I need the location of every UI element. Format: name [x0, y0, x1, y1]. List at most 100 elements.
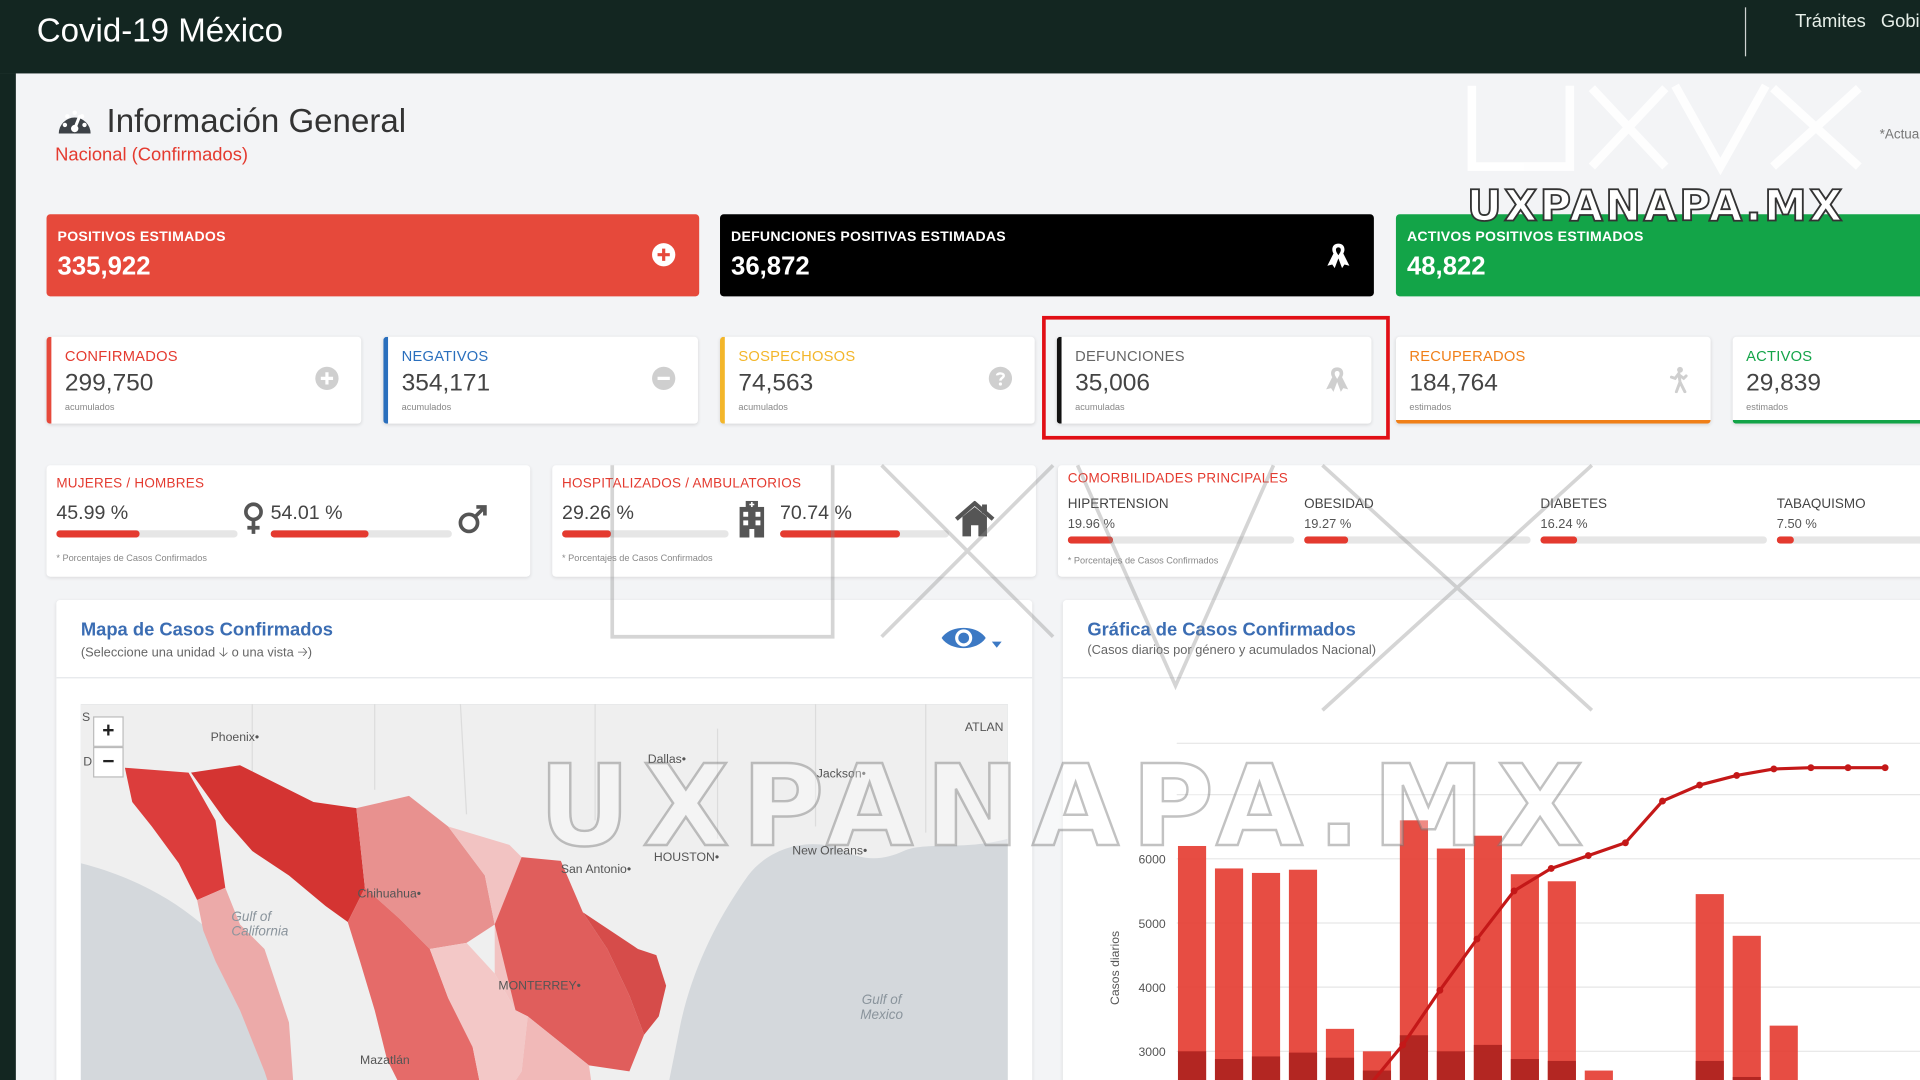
- women-bar-fill: [56, 530, 140, 538]
- card-sublabel: estimados: [1409, 401, 1452, 413]
- map-label-new-orleans: New Orleans•: [792, 844, 868, 859]
- men-bar: [270, 530, 452, 538]
- navbar-divider: [1744, 7, 1747, 57]
- chart-panel-divider: [1062, 677, 1920, 679]
- comorbidity-bar: [1540, 536, 1767, 544]
- card-label: NEGATIVOS: [401, 347, 489, 365]
- map-label-edge-d: D: [83, 755, 93, 769]
- card-defunciones[interactable]: DEFUNCIONES 35,006 acumuladas: [1056, 336, 1372, 424]
- choropleth-map[interactable]: Phoenix• Dallas• Jackson• HOUSTON• New O…: [80, 704, 1008, 1080]
- comorbidity-percent: 16.24 %: [1540, 516, 1588, 532]
- main-content: Información General Nacional (Confirmado…: [15, 73, 1920, 1080]
- ambulatory-bar: [780, 530, 949, 538]
- map-label-dallas: Dallas•: [647, 753, 687, 767]
- card-sublabel: acumulados: [64, 401, 115, 413]
- comorbidity-bar-fill: [1540, 536, 1578, 544]
- nav-link-gobierno[interactable]: Gobierno: [1880, 11, 1920, 32]
- card-positivos-estimados[interactable]: POSITIVOS ESTIMADOS 335,922: [46, 214, 700, 297]
- chart-bar-segment: [1177, 1051, 1207, 1080]
- card-value: 74,563: [738, 369, 814, 397]
- comorbidity-percent: 19.27 %: [1304, 516, 1352, 532]
- women-bar: [56, 530, 238, 538]
- card-recuperados[interactable]: RECUPERADOS 184,764 estimados: [1395, 336, 1711, 424]
- map-label-jackson: Jackson•: [816, 767, 866, 782]
- chart-bar: [1177, 845, 1207, 1080]
- y-tick-label: 5000: [1139, 917, 1166, 931]
- cases-chart[interactable]: 3000 4000 5000 6000 Casos diarios: [1063, 600, 1920, 1080]
- highlight-annotation-box: [1042, 315, 1390, 440]
- walking-person-icon: [1669, 366, 1688, 394]
- hospital-panel: HOSPITALIZADOS / AMBULATORIOS 29.26 % 70…: [552, 465, 1036, 577]
- chart-bar: [1547, 881, 1576, 1080]
- nav-link-tramites[interactable]: Trámites: [1795, 11, 1866, 32]
- view-eye-dropdown-icon[interactable]: [940, 622, 1004, 654]
- chart-bar-segment: [1214, 1059, 1244, 1080]
- chart-bar: [1214, 868, 1244, 1080]
- comorbidity-name: TABAQUISMO: [1776, 497, 1866, 512]
- chart-bar-segment: [1695, 1060, 1724, 1080]
- chart-bar: [1732, 935, 1761, 1080]
- chart-panel-title: Gráfica de Casos Confirmados: [1087, 619, 1356, 641]
- map-label-phoenix: Phoenix•: [210, 731, 260, 745]
- gender-panel: MUJERES / HOMBRES 45.99 % 54.01 % * Porc…: [46, 465, 531, 577]
- comorbidity-bar-fill: [1304, 536, 1348, 544]
- card-negativos[interactable]: NEGATIVOS 354,171 acumulados: [383, 336, 698, 424]
- chart-bar-segment: [1288, 1052, 1318, 1080]
- card-activos-positivos-estimados[interactable]: ACTIVOS POSITIVOS ESTIMADOS 48,822: [1395, 214, 1920, 297]
- men-bar-fill: [270, 530, 369, 538]
- card-value: 354,171: [401, 369, 491, 397]
- map-zoom-out-button[interactable]: −: [93, 746, 124, 778]
- chart-bar: [1769, 1025, 1798, 1080]
- chart-panel-subtitle: (Casos diarios por género y acumulados N…: [1087, 642, 1377, 658]
- card-value: 36,872: [731, 252, 810, 281]
- card-value: 48,822: [1406, 252, 1486, 281]
- male-symbol-icon: [458, 505, 487, 534]
- map-panel-subtitle: (Seleccione una unidad 🡣 o una vista 🡢): [80, 645, 313, 661]
- card-label: DEFUNCIONES: [1075, 347, 1185, 365]
- chart-bar: [1473, 835, 1502, 1080]
- plus-circle-icon: [315, 366, 339, 391]
- card-value: 29,839: [1746, 369, 1822, 397]
- card-label: ACTIVOS: [1746, 347, 1813, 365]
- card-sublabel: acumulados: [401, 401, 452, 413]
- app-title[interactable]: Covid-19 México: [36, 12, 283, 49]
- card-label: POSITIVOS ESTIMADOS: [57, 230, 226, 245]
- map-label-edge-s: S: [82, 711, 91, 725]
- comorbidity-name: OBESIDAD: [1304, 497, 1374, 512]
- question-circle-icon: [988, 366, 1013, 391]
- chart-bar-segment: [1473, 1044, 1502, 1080]
- cumulative-point: [1807, 764, 1815, 772]
- card-defunciones-positivas-estimadas[interactable]: DEFUNCIONES POSITIVAS ESTIMADAS 36,872: [720, 214, 1374, 297]
- map-label-san-antonio: San Antonio•: [560, 863, 632, 877]
- cumulative-point: [1584, 852, 1592, 860]
- comorbidity-bar: [1304, 536, 1531, 544]
- card-confirmados[interactable]: CONFIRMADOS 299,750 acumulados: [46, 336, 362, 424]
- map-basemap: [80, 704, 1008, 1080]
- map-zoom-in-button[interactable]: +: [93, 716, 124, 747]
- card-label: RECUPERADOS: [1409, 347, 1526, 365]
- card-activos[interactable]: ACTIVOS 29,839 estimados: [1732, 336, 1920, 424]
- women-percent: 45.99 %: [56, 503, 129, 525]
- plus-circle-icon: [652, 243, 676, 267]
- top-navbar: Covid-19 México Trámites Gobierno: [0, 0, 1920, 74]
- house-icon: [954, 500, 995, 537]
- dashboard-gauge-icon: [58, 110, 91, 134]
- cumulative-point: [1844, 764, 1852, 772]
- map-label-houston: HOUSTON•: [653, 851, 720, 865]
- comorbidity-bar-fill: [1776, 536, 1794, 544]
- card-sospechosos[interactable]: SOSPECHOSOS 74,563 acumulados: [720, 336, 1035, 424]
- ambulatory-bar-fill: [780, 530, 900, 538]
- chart-bar-segment: [1251, 1056, 1281, 1080]
- page-subtitle: Nacional (Confirmados): [55, 144, 249, 166]
- cumulative-point: [1659, 797, 1666, 805]
- update-note: *Actualizado: [1879, 127, 1920, 143]
- hospitalized-bar-fill: [562, 530, 611, 538]
- map-panel: Mapa de Casos Confirmados (Seleccione un…: [56, 600, 1033, 1080]
- chart-bar: [1584, 1070, 1613, 1080]
- ambulatory-percent: 70.74 %: [780, 503, 852, 525]
- hospitalized-bar: [562, 530, 729, 538]
- chart-bar-segment: [1547, 1060, 1576, 1080]
- card-sublabel: acumulados: [738, 401, 788, 413]
- y-tick-label: 6000: [1139, 853, 1166, 867]
